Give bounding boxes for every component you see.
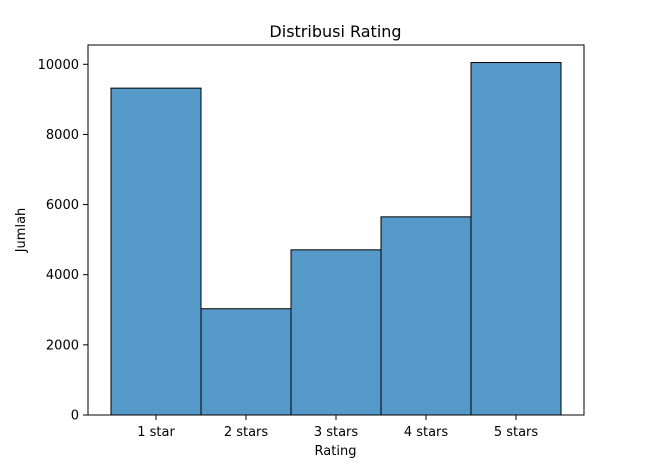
y-tick-label: 4000 xyxy=(46,268,79,283)
bar-2-stars xyxy=(200,308,292,416)
x-tick-label: 4 stars xyxy=(404,425,449,440)
bar-1-star xyxy=(110,87,202,416)
x-axis-ticks: 1 star 2 stars 3 stars 4 stars 5 stars xyxy=(137,415,538,440)
y-tick-label: 8000 xyxy=(46,128,79,143)
plot-area-frame xyxy=(87,44,585,416)
x-tick-label: 3 stars xyxy=(314,425,359,440)
y-tick-label: 0 xyxy=(71,409,79,424)
x-axis-label: Rating xyxy=(315,444,357,459)
bar-4-stars xyxy=(380,216,472,416)
x-tick-label: 1 star xyxy=(137,425,175,440)
bar-5-stars xyxy=(470,62,562,416)
x-tick-label: 5 stars xyxy=(494,425,539,440)
bar-3-stars xyxy=(290,249,382,416)
y-tick-label: 6000 xyxy=(46,198,79,213)
y-tick-label: 10000 xyxy=(38,58,79,73)
x-tick-label: 2 stars xyxy=(224,425,269,440)
chart-title: Distribusi Rating xyxy=(269,22,401,41)
y-axis-label: Jumlah xyxy=(14,208,29,254)
y-tick-label: 2000 xyxy=(46,338,79,353)
bar-group xyxy=(110,62,562,416)
y-axis-ticks: 0 2000 4000 6000 8000 10000 xyxy=(38,58,88,424)
